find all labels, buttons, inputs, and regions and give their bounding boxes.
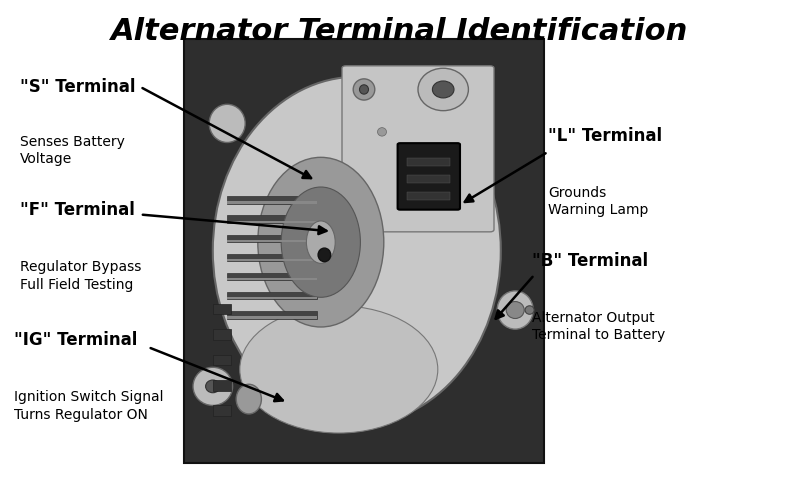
Bar bbox=[227, 278, 317, 281]
Ellipse shape bbox=[354, 79, 374, 100]
Bar bbox=[227, 292, 317, 299]
Ellipse shape bbox=[359, 85, 369, 94]
Ellipse shape bbox=[498, 291, 534, 329]
Ellipse shape bbox=[193, 367, 233, 405]
Text: Grounds
Warning Lamp: Grounds Warning Lamp bbox=[548, 186, 648, 217]
Ellipse shape bbox=[210, 104, 246, 143]
Ellipse shape bbox=[506, 302, 524, 319]
Bar bbox=[227, 221, 317, 223]
Text: "IG" Terminal: "IG" Terminal bbox=[14, 332, 138, 349]
Bar bbox=[227, 235, 317, 242]
Bar bbox=[227, 254, 317, 261]
Ellipse shape bbox=[433, 81, 454, 98]
Ellipse shape bbox=[402, 153, 412, 161]
Bar bbox=[213, 355, 231, 365]
Ellipse shape bbox=[318, 248, 330, 262]
Bar bbox=[227, 240, 317, 242]
Bar bbox=[213, 304, 231, 314]
Bar bbox=[227, 259, 317, 261]
Ellipse shape bbox=[213, 77, 501, 425]
Text: Regulator Bypass
Full Field Testing: Regulator Bypass Full Field Testing bbox=[20, 260, 142, 292]
FancyBboxPatch shape bbox=[342, 66, 494, 232]
Ellipse shape bbox=[525, 306, 534, 314]
Bar bbox=[227, 311, 317, 319]
Ellipse shape bbox=[206, 380, 220, 393]
Bar bbox=[227, 201, 317, 204]
Ellipse shape bbox=[282, 187, 361, 297]
Text: Alternator Output
Terminal to Battery: Alternator Output Terminal to Battery bbox=[532, 311, 666, 342]
Ellipse shape bbox=[378, 128, 386, 136]
Bar bbox=[407, 158, 450, 166]
Text: Ignition Switch Signal
Turns Regulator ON: Ignition Switch Signal Turns Regulator O… bbox=[14, 390, 164, 422]
Ellipse shape bbox=[306, 221, 335, 263]
Text: "B" Terminal: "B" Terminal bbox=[532, 252, 648, 270]
Bar bbox=[213, 405, 231, 416]
Ellipse shape bbox=[240, 306, 438, 433]
Text: "S" Terminal: "S" Terminal bbox=[20, 79, 135, 96]
Bar bbox=[227, 196, 317, 204]
Bar bbox=[407, 192, 450, 200]
Bar bbox=[407, 175, 450, 183]
Bar bbox=[227, 316, 317, 319]
Bar bbox=[213, 329, 231, 340]
Ellipse shape bbox=[236, 384, 262, 414]
Bar bbox=[227, 215, 317, 223]
Bar bbox=[213, 380, 231, 390]
Ellipse shape bbox=[424, 183, 434, 191]
Bar bbox=[227, 297, 317, 299]
Text: Alternator Terminal Identification: Alternator Terminal Identification bbox=[111, 17, 689, 46]
Text: Senses Battery
Voltage: Senses Battery Voltage bbox=[20, 135, 125, 166]
Ellipse shape bbox=[418, 68, 469, 111]
Text: "F" Terminal: "F" Terminal bbox=[20, 201, 135, 219]
Bar bbox=[184, 39, 544, 463]
Ellipse shape bbox=[258, 157, 384, 327]
Text: "L" Terminal: "L" Terminal bbox=[548, 127, 662, 145]
FancyBboxPatch shape bbox=[398, 143, 460, 210]
Bar bbox=[227, 273, 317, 281]
